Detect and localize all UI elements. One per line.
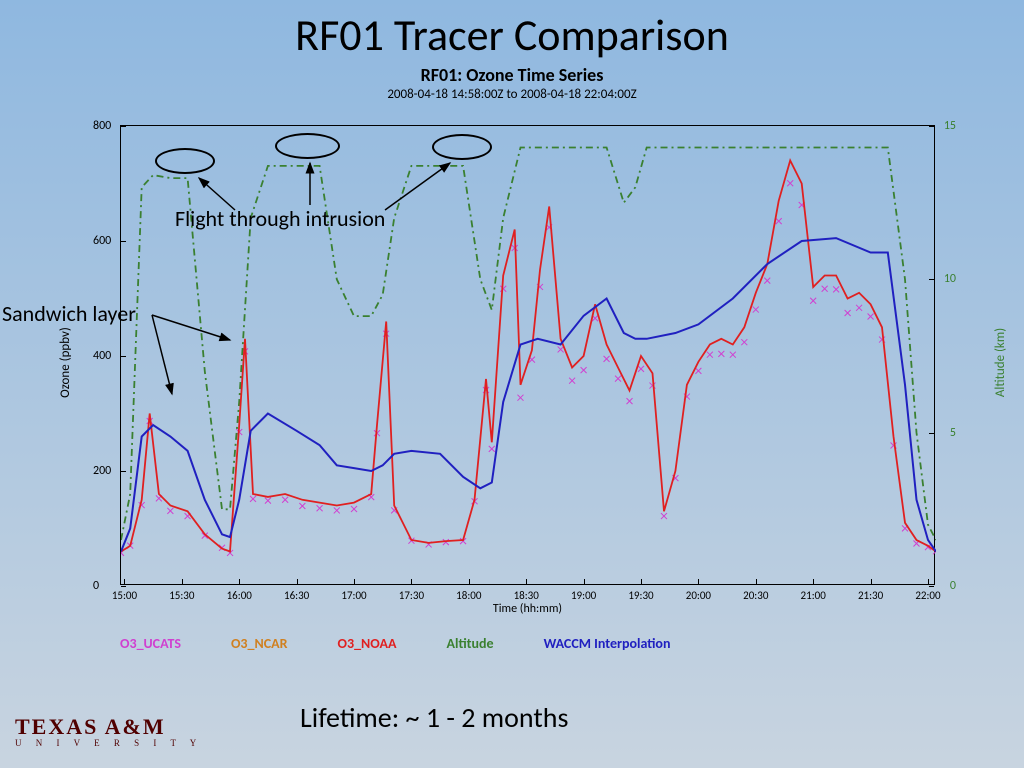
y-right-tick: 10 bbox=[944, 272, 956, 286]
ucats-marker bbox=[707, 352, 713, 358]
ucats-marker bbox=[282, 497, 288, 503]
ucats-marker bbox=[810, 298, 816, 304]
ucats-marker bbox=[845, 310, 851, 316]
x-axis-label: Time (hh:mm) bbox=[493, 602, 562, 616]
ucats-marker bbox=[638, 366, 644, 372]
ucats-marker bbox=[730, 352, 736, 358]
ucats-marker bbox=[764, 278, 770, 284]
x-tick: 22:00 bbox=[915, 589, 940, 602]
ucats-marker bbox=[489, 446, 495, 452]
ucats-marker bbox=[718, 351, 724, 357]
legend-item: WACCM Interpolation bbox=[544, 635, 671, 652]
x-tick: 19:00 bbox=[571, 589, 596, 602]
ellipse-annotation bbox=[432, 134, 492, 160]
ucats-marker bbox=[569, 378, 575, 384]
ucats-marker bbox=[581, 367, 587, 373]
y-left-tick: 200 bbox=[93, 464, 111, 478]
x-tick: 18:30 bbox=[514, 589, 539, 602]
ucats-marker bbox=[741, 339, 747, 345]
x-tick: 18:00 bbox=[456, 589, 481, 602]
x-tick: 20:30 bbox=[743, 589, 768, 602]
ucats-marker bbox=[661, 513, 667, 519]
ucats-marker bbox=[167, 508, 173, 514]
ucats-marker bbox=[615, 376, 621, 382]
plot-area: Time (hh:mm) 020040060080005101515:0015:… bbox=[120, 125, 935, 585]
ucats-marker bbox=[334, 507, 340, 513]
y-left-tick: 800 bbox=[93, 119, 111, 133]
ucats-marker bbox=[695, 368, 701, 374]
ucats-marker bbox=[822, 286, 828, 292]
legend: O3_UCATS O3_NCAR O3_NOAA Altitude WACCM Inte… bbox=[120, 635, 670, 652]
ucats-marker bbox=[265, 498, 271, 504]
x-tick: 15:30 bbox=[169, 589, 194, 602]
legend-item: O3_UCATS bbox=[120, 635, 181, 652]
legend-item: O3_NOAA bbox=[338, 635, 397, 652]
ellipse-annotation bbox=[275, 133, 340, 159]
x-tick: 17:30 bbox=[399, 589, 424, 602]
annotation-sandwich: Sandwich layer bbox=[2, 300, 136, 327]
ucats-marker bbox=[833, 286, 839, 292]
y-left-tick: 0 bbox=[93, 579, 99, 593]
y-axis-left-label: Ozone (ppbv) bbox=[58, 327, 73, 398]
x-tick: 17:00 bbox=[341, 589, 366, 602]
logo-main: TEXAS A&M bbox=[15, 714, 202, 740]
x-tick: 21:00 bbox=[801, 589, 826, 602]
x-tick: 16:00 bbox=[227, 589, 252, 602]
ucats-marker bbox=[787, 180, 793, 186]
y-left-tick: 400 bbox=[93, 349, 111, 363]
x-tick: 19:30 bbox=[628, 589, 653, 602]
page-title: RF01 Tracer Comparison bbox=[0, 0, 1024, 62]
ucats-marker bbox=[317, 505, 323, 511]
ucats-marker bbox=[868, 314, 874, 320]
ucats-marker bbox=[776, 218, 782, 224]
annotation-flight: Flight through intrusion bbox=[175, 205, 385, 232]
chart-subtitle: 2008-04-18 14:58:00Z to 2008-04-18 22:04… bbox=[0, 87, 1024, 102]
chart-svg bbox=[121, 126, 936, 586]
y-left-tick: 600 bbox=[93, 234, 111, 248]
ellipse-annotation bbox=[155, 148, 215, 174]
y-right-tick: 5 bbox=[950, 426, 956, 440]
logo-sub: U N I V E R S I T Y bbox=[15, 738, 202, 748]
lifetime-text: Lifetime: ~ 1 - 2 months bbox=[300, 700, 568, 735]
ucats-marker bbox=[753, 307, 759, 313]
ucats-marker bbox=[517, 395, 523, 401]
x-tick: 20:00 bbox=[686, 589, 711, 602]
ucats-marker bbox=[856, 305, 862, 311]
ucats-marker bbox=[627, 398, 633, 404]
ucats-marker bbox=[604, 356, 610, 362]
chart-title: RF01: Ozone Time Series bbox=[0, 64, 1024, 86]
x-tick: 16:30 bbox=[284, 589, 309, 602]
university-logo: TEXAS A&M U N I V E R S I T Y bbox=[15, 714, 202, 748]
y-right-tick: 0 bbox=[950, 579, 956, 593]
chart-container: Ozone (ppbv) Altitude (km) Time (hh:mm) … bbox=[90, 125, 965, 625]
legend-item: O3_NCAR bbox=[231, 635, 288, 652]
x-tick: 21:30 bbox=[858, 589, 883, 602]
ucats-marker bbox=[351, 506, 357, 512]
ucats-marker bbox=[299, 503, 305, 509]
ucats-marker bbox=[558, 346, 564, 352]
legend-item: Altitude bbox=[447, 635, 494, 652]
y-axis-right-label: Altitude (km) bbox=[993, 328, 1008, 397]
y-right-tick: 15 bbox=[944, 119, 956, 133]
x-tick: 15:00 bbox=[112, 589, 137, 602]
ucats-marker bbox=[250, 496, 256, 502]
